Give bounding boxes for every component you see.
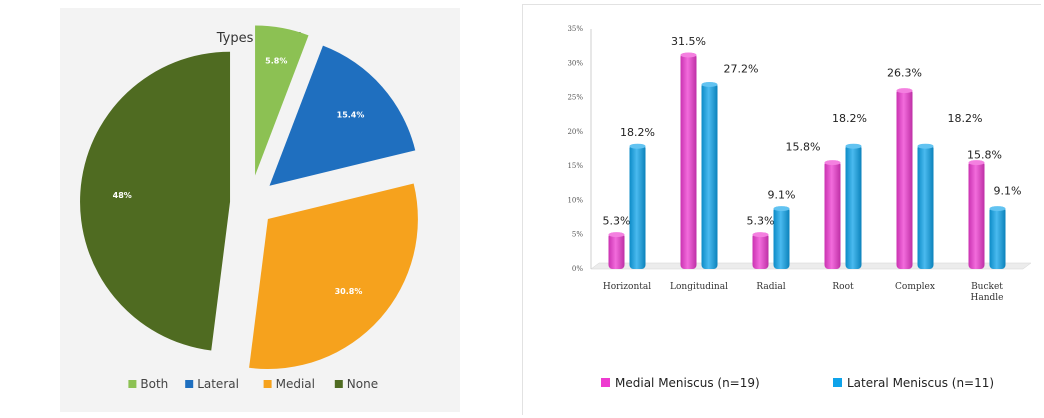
pie-chart-panel: Types (n=52)5.8%15.4%30.8%48%BothLateral… bbox=[60, 8, 460, 412]
pie-legend-swatch-medial bbox=[263, 380, 272, 388]
bar-cap bbox=[896, 88, 913, 94]
bar-lateral-radial bbox=[773, 206, 790, 269]
bar-value-label: 26.3% bbox=[887, 67, 922, 80]
pie-legend-label-both: Both bbox=[140, 377, 168, 391]
bar-value-label: 18.2% bbox=[620, 126, 655, 139]
pie-slice-both bbox=[255, 25, 309, 176]
x-category-label: Radial bbox=[756, 282, 785, 292]
bar-cap bbox=[608, 232, 625, 238]
bar-chart: 0% 5% 10% 15% 20% 25% 30% 35% 5.3% 18.2% Horizonta… bbox=[567, 25, 1032, 390]
pie-slice-label: 15.4% bbox=[337, 110, 365, 119]
bar-cap bbox=[968, 160, 985, 166]
bar-value-label: 5.3% bbox=[603, 215, 631, 228]
y-tick-label: 10% bbox=[567, 196, 583, 204]
bar-value-label: 31.5% bbox=[671, 35, 706, 48]
pie-chart: Types (n=52)5.8%15.4%30.8%48%BothLateral… bbox=[80, 25, 418, 391]
bar-medial-longitudinal bbox=[680, 53, 697, 269]
bar-cap bbox=[917, 143, 934, 149]
bar-value-label: 27.2% bbox=[724, 62, 759, 75]
x-category-label: Longitudinal bbox=[670, 282, 728, 292]
bar-cap bbox=[773, 206, 790, 212]
pie-slice-label: 48% bbox=[113, 191, 132, 200]
y-tick-label: 20% bbox=[567, 128, 583, 136]
pie-legend-label-none: None bbox=[347, 377, 378, 391]
bar-value-label: 9.1% bbox=[768, 189, 796, 202]
pie-legend-swatch-none bbox=[334, 380, 343, 388]
x-category-label: Bucket bbox=[971, 282, 1003, 292]
bar-lateral-longitudinal bbox=[701, 82, 718, 269]
bar-medial-radial bbox=[752, 232, 769, 269]
bar-value-label: 5.3% bbox=[747, 215, 775, 228]
bar-lateral-root bbox=[845, 144, 862, 269]
bar-medial-bucket-handle bbox=[968, 160, 985, 269]
bar-legend-swatch-lateral bbox=[833, 378, 842, 387]
y-tick-label: 0% bbox=[572, 265, 583, 273]
bar-cap bbox=[752, 232, 769, 238]
x-category-label: Complex bbox=[895, 282, 935, 292]
y-tick-label: 30% bbox=[567, 59, 583, 67]
pie-legend-label-lateral: Lateral bbox=[197, 377, 239, 391]
bar-legend-label-lateral: Lateral Meniscus (n=11) bbox=[847, 376, 994, 390]
bar-value-label: 18.2% bbox=[948, 112, 983, 125]
pie-legend-swatch-lateral bbox=[185, 380, 194, 388]
bar-cap bbox=[629, 143, 646, 149]
bar-chart-panel: 0% 5% 10% 15% 20% 25% 30% 35% 5.3% 18.2% Horizonta… bbox=[522, 4, 1041, 415]
x-category-label: Root bbox=[832, 282, 854, 292]
bar-lateral-horizontal bbox=[629, 144, 646, 269]
y-tick-label: 15% bbox=[567, 162, 583, 170]
bar-value-label: 9.1% bbox=[994, 185, 1022, 198]
bar-medial-root bbox=[824, 160, 841, 269]
bar-value-label: 15.8% bbox=[786, 141, 821, 154]
x-category-label: Horizontal bbox=[603, 282, 651, 292]
bar-medial-complex bbox=[896, 88, 913, 270]
chart-floor bbox=[590, 262, 1032, 270]
bar-legend-label-medial: Medial Meniscus (n=19) bbox=[615, 376, 760, 390]
bar-cap bbox=[845, 143, 862, 149]
y-tick-label: 35% bbox=[567, 25, 583, 33]
pie-legend-swatch-both bbox=[128, 380, 137, 388]
bar-legend-swatch-medial bbox=[601, 378, 610, 387]
bar-cap bbox=[824, 160, 841, 166]
bar-cap bbox=[701, 81, 718, 87]
y-tick-label: 5% bbox=[572, 231, 583, 239]
pie-slice-medial bbox=[249, 183, 418, 369]
bar-cap bbox=[680, 52, 697, 58]
pie-slice-none bbox=[80, 51, 231, 351]
pie-slice-lateral bbox=[269, 45, 416, 186]
x-category-label: Handle bbox=[971, 293, 1004, 303]
pie-slice-label: 5.8% bbox=[265, 56, 287, 65]
bar-value-label: 15.8% bbox=[967, 149, 1002, 162]
bar-cap bbox=[989, 206, 1006, 212]
bar-lateral-bucket-handle bbox=[989, 206, 1006, 269]
bar-value-label: 18.2% bbox=[832, 112, 867, 125]
bar-lateral-complex bbox=[917, 144, 934, 269]
pie-legend-label-medial: Medial bbox=[276, 377, 315, 391]
bar-medial-horizontal bbox=[608, 232, 625, 269]
y-tick-label: 25% bbox=[567, 94, 583, 102]
pie-slice-label: 30.8% bbox=[335, 287, 363, 296]
